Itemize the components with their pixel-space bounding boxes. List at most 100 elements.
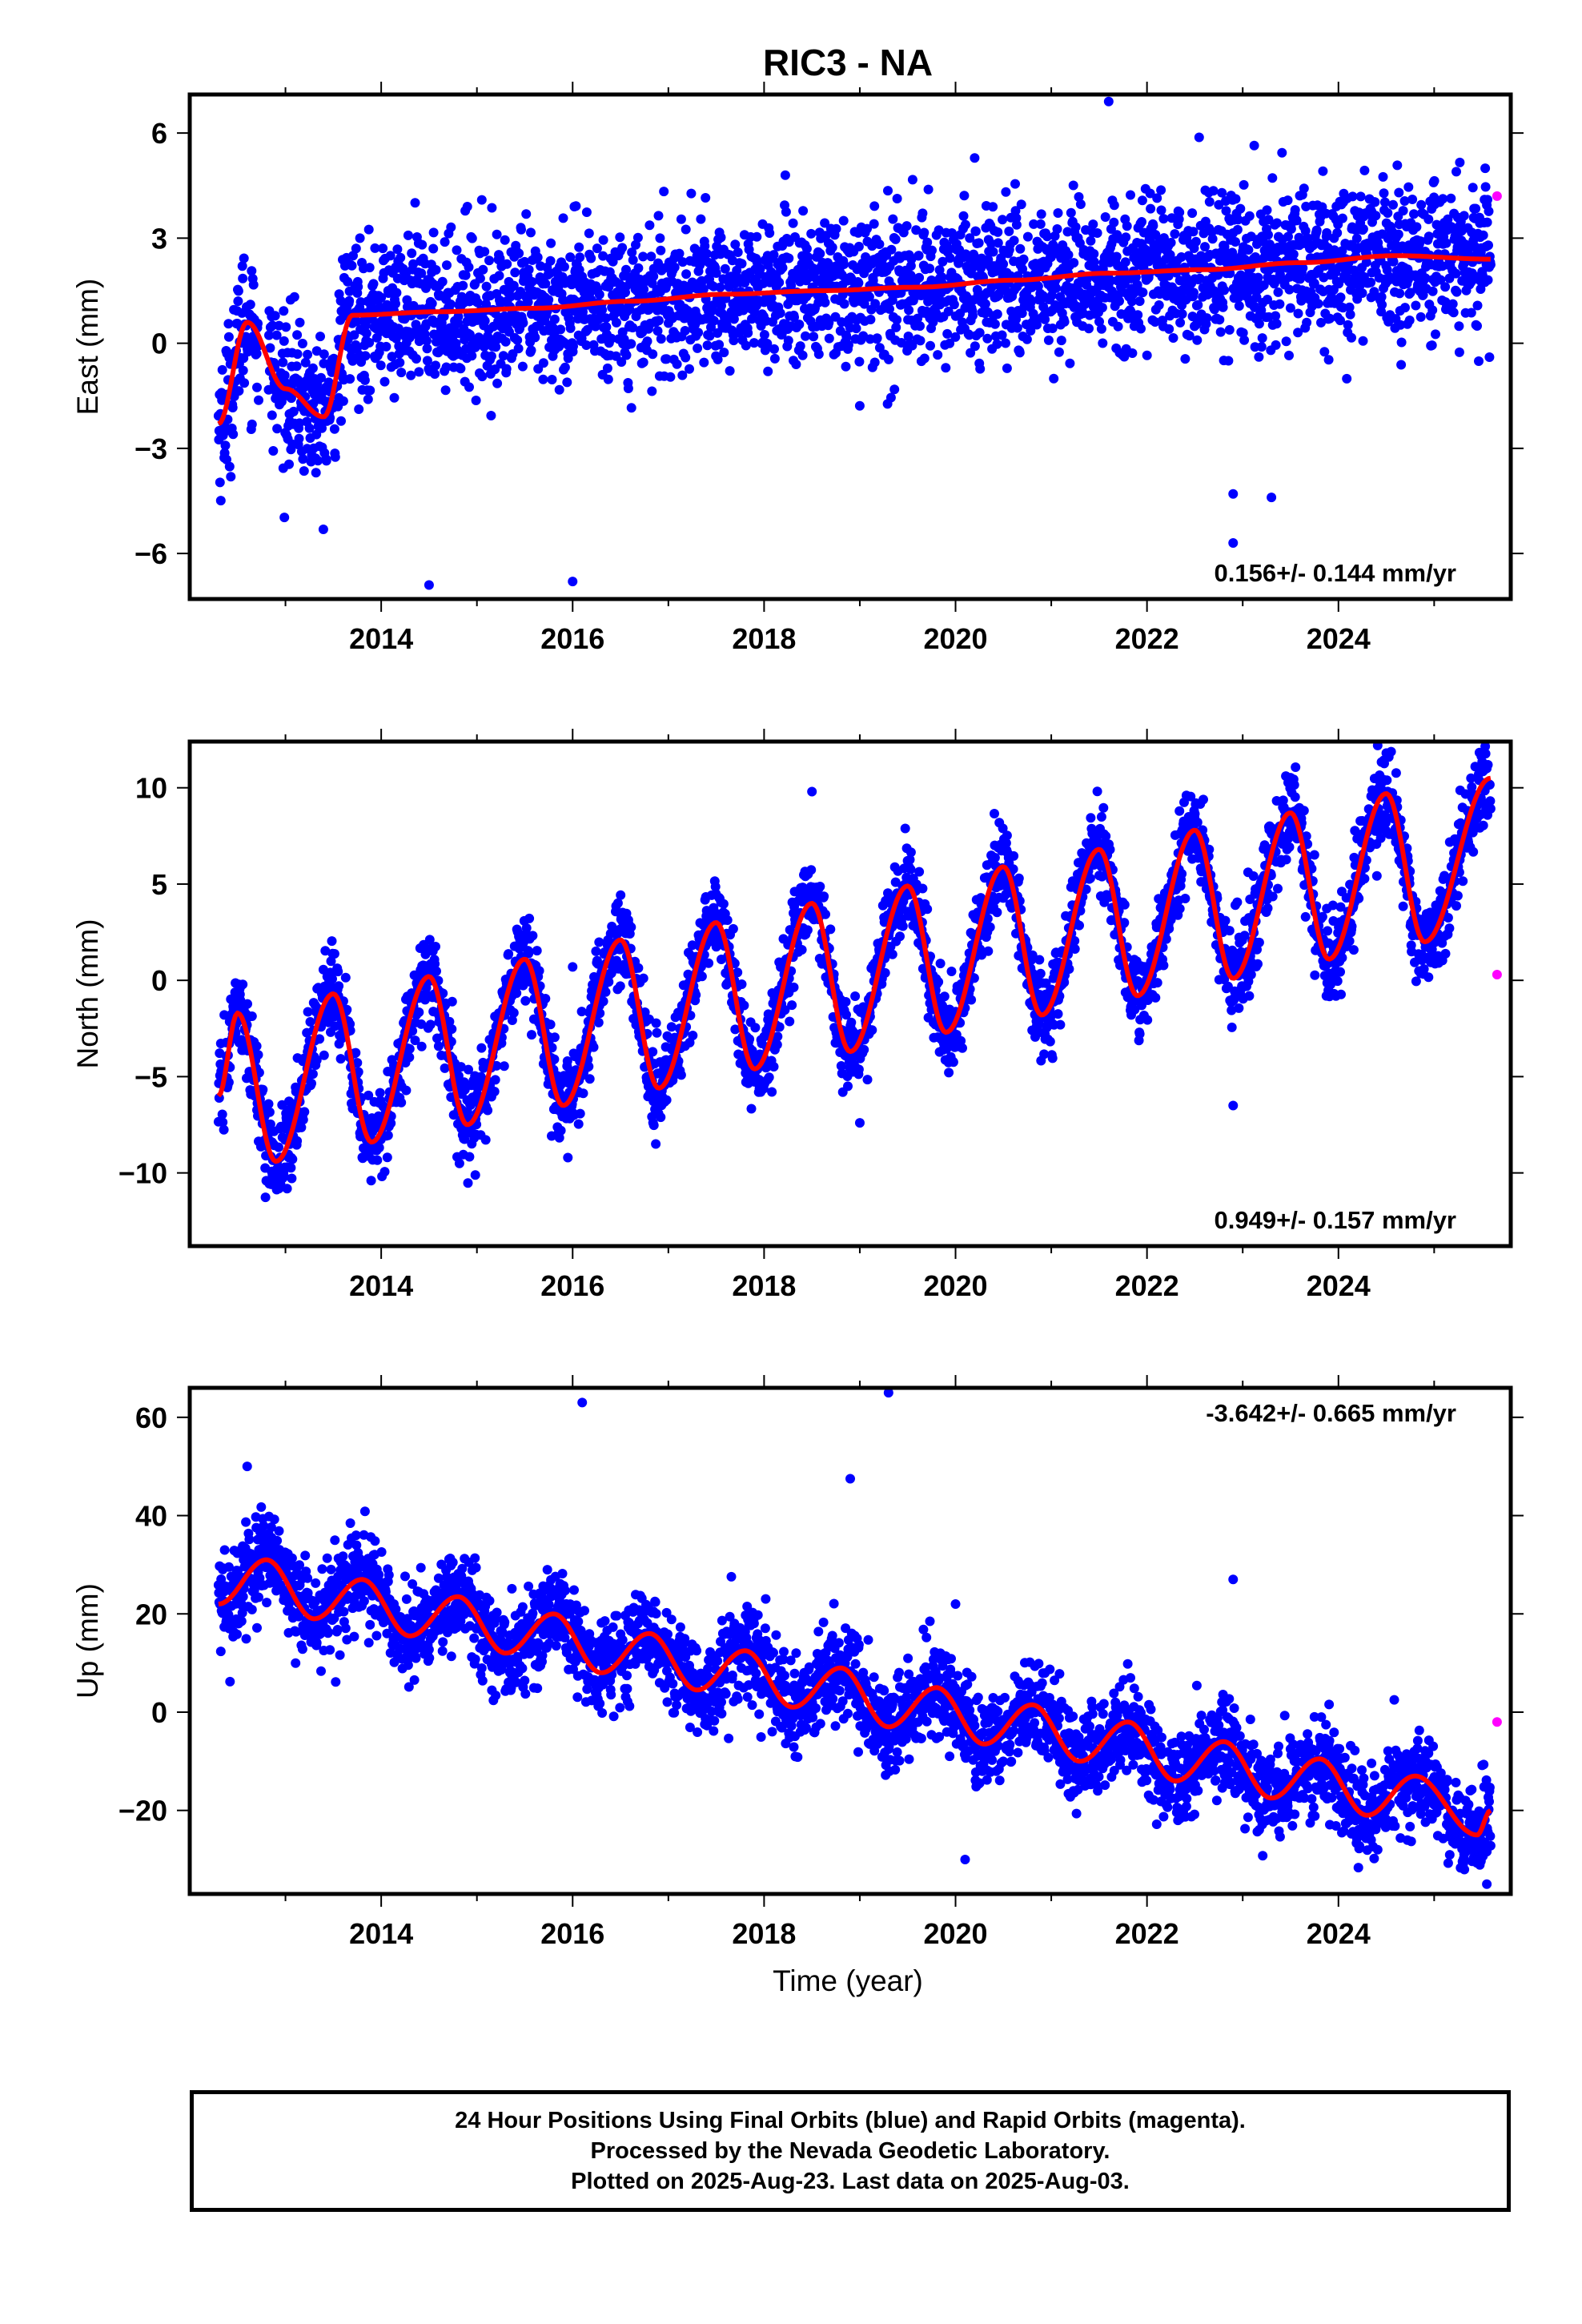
- data-point: [603, 374, 613, 384]
- data-point: [1254, 352, 1264, 362]
- data-point: [1291, 215, 1302, 226]
- data-point: [1427, 340, 1437, 351]
- data-point: [642, 336, 652, 347]
- data-point: [1146, 203, 1156, 214]
- data-point: [366, 1176, 376, 1186]
- data-point: [382, 1152, 392, 1163]
- data-point: [1344, 302, 1355, 312]
- data-point: [838, 215, 849, 226]
- data-point: [1036, 209, 1046, 219]
- outlier-point: [424, 580, 434, 590]
- data-point: [321, 456, 331, 466]
- data-point: [1174, 207, 1185, 218]
- data-point: [612, 317, 621, 328]
- data-point: [428, 227, 439, 238]
- data-point: [329, 424, 339, 434]
- data-point: [1349, 265, 1359, 275]
- data-point: [1098, 338, 1108, 348]
- data-point: [765, 228, 775, 238]
- data-point: [938, 256, 948, 267]
- data-point: [326, 956, 336, 967]
- data-point: [1322, 227, 1332, 238]
- data-point: [1043, 335, 1054, 345]
- data-point: [769, 1062, 779, 1072]
- data-point: [383, 1130, 393, 1140]
- data-point: [1145, 188, 1155, 199]
- data-point: [347, 260, 357, 271]
- data-point: [1152, 193, 1162, 203]
- data-point: [558, 213, 568, 223]
- data-point: [307, 363, 318, 373]
- data-point: [1454, 347, 1464, 357]
- data-point: [705, 331, 715, 341]
- y-tick-label: 6: [151, 117, 167, 150]
- data-point: [470, 1170, 480, 1180]
- data-point: [1388, 256, 1399, 267]
- data-point: [586, 253, 596, 263]
- data-point: [1239, 335, 1250, 345]
- data-point: [271, 330, 282, 340]
- data-point: [517, 361, 528, 372]
- data-point: [319, 1050, 329, 1060]
- data-point: [1427, 286, 1438, 296]
- data-point: [513, 344, 524, 354]
- data-point: [1163, 271, 1174, 281]
- data-point: [612, 898, 623, 908]
- data-point: [1089, 249, 1099, 259]
- data-point: [1253, 272, 1263, 283]
- data-point: [1154, 300, 1164, 310]
- data-point: [500, 336, 511, 347]
- data-point: [424, 935, 435, 945]
- data-point: [391, 299, 400, 309]
- data-point: [1468, 183, 1478, 193]
- data-point: [1016, 199, 1026, 210]
- data-point: [1388, 199, 1398, 210]
- data-point: [892, 315, 902, 325]
- data-point: [777, 263, 788, 273]
- data-point: [431, 265, 441, 275]
- data-point: [853, 278, 864, 288]
- data-point: [1267, 173, 1278, 183]
- data-point: [711, 268, 721, 278]
- data-point: [573, 1119, 584, 1129]
- data-point: [1165, 250, 1175, 260]
- data-point: [484, 255, 494, 266]
- data-point: [483, 1105, 493, 1116]
- data-point: [1446, 193, 1456, 203]
- data-point: [454, 1158, 464, 1168]
- data-point: [1480, 163, 1491, 174]
- data-point: [319, 358, 329, 368]
- data-point: [368, 279, 379, 289]
- data-point: [1466, 308, 1476, 318]
- data-point: [1231, 194, 1241, 204]
- data-point: [425, 1019, 436, 1030]
- data-point: [791, 360, 801, 369]
- data-point: [1392, 160, 1403, 171]
- data-point: [928, 317, 938, 328]
- data-point: [1366, 277, 1376, 287]
- data-point: [1166, 213, 1177, 223]
- data-point: [300, 357, 311, 368]
- data-point: [265, 1119, 275, 1129]
- data-point: [755, 263, 765, 274]
- data-point: [512, 335, 523, 345]
- data-point: [1484, 240, 1493, 251]
- data-point: [233, 286, 243, 296]
- data-point: [481, 281, 492, 292]
- data-point: [993, 238, 1003, 248]
- data-point: [986, 282, 997, 292]
- data-point: [524, 264, 534, 275]
- data-point: [1395, 320, 1406, 330]
- x-tick-label: 2018: [732, 622, 796, 655]
- data-point: [288, 406, 299, 416]
- data-point: [291, 361, 302, 372]
- data-point: [992, 339, 1002, 349]
- data-point: [463, 1178, 473, 1188]
- data-point: [1138, 287, 1148, 298]
- data-point: [1358, 224, 1368, 234]
- data-point: [691, 990, 701, 1000]
- data-point: [681, 269, 692, 279]
- data-point: [1066, 207, 1076, 218]
- data-point: [647, 386, 657, 396]
